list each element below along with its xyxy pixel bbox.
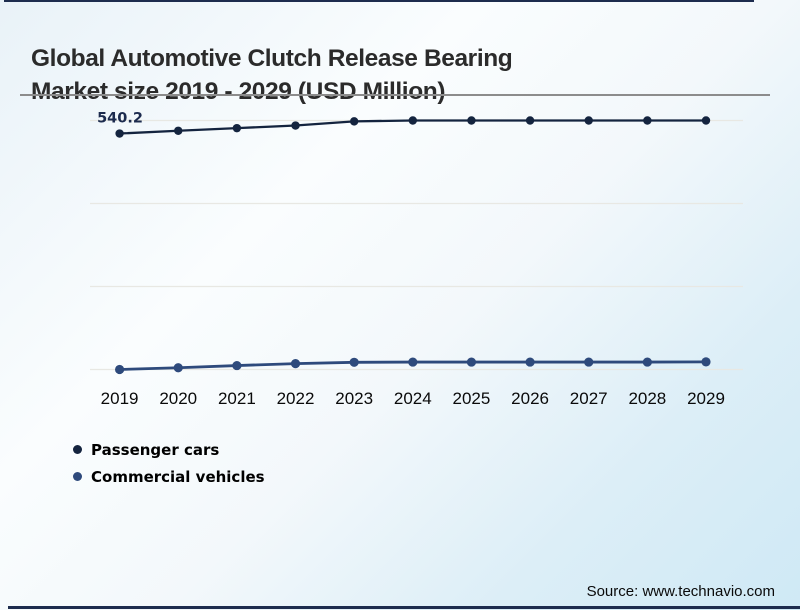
- page-title-line2: Market size 2019 - 2029 (USD Million): [31, 78, 446, 106]
- data-point: [349, 117, 359, 126]
- data-point: [173, 363, 183, 373]
- data-point: [642, 357, 652, 367]
- data-point: [408, 357, 418, 367]
- chart-legend: Passenger cars Commercial vehicles: [73, 436, 265, 490]
- top-border: [4, 0, 754, 2]
- legend-label: Commercial vehicles: [91, 467, 265, 486]
- data-point: [584, 116, 593, 125]
- data-point: [232, 360, 242, 371]
- x-axis-label: 2019: [101, 389, 139, 408]
- legend-label: Passenger cars: [91, 440, 220, 459]
- data-point: [525, 116, 535, 125]
- page-title: Global Automotive Clutch Release Bearing…: [31, 42, 731, 108]
- x-axis-label: 2025: [453, 389, 491, 408]
- x-axis-label: 2024: [394, 389, 432, 408]
- page-title-line1: Global Automotive Clutch Release Bearing: [31, 45, 513, 73]
- data-point: [643, 116, 652, 125]
- data-point: [466, 357, 477, 367]
- data-point: [467, 116, 476, 125]
- title-divider: [20, 94, 770, 96]
- x-axis-label: 2028: [628, 389, 666, 408]
- legend-item-passenger-cars: Passenger cars: [73, 436, 265, 463]
- x-axis-label: 2026: [511, 389, 549, 408]
- data-point: [290, 359, 301, 369]
- x-axis-label: 2020: [159, 389, 197, 408]
- series-color-dot-icon: [73, 472, 82, 481]
- data-point: [174, 126, 183, 135]
- x-axis-label: 2022: [277, 389, 315, 408]
- data-point: [115, 364, 125, 375]
- x-axis-label: 2029: [687, 389, 725, 408]
- data-point: [408, 116, 417, 125]
- x-axis-label: 2027: [570, 389, 608, 408]
- bottom-border: [8, 606, 800, 609]
- value-annotation: 540.2: [97, 111, 143, 127]
- source-credit: Source: www.technavio.com: [586, 583, 775, 600]
- legend-item-commercial-vehicles: Commercial vehicles: [73, 463, 265, 490]
- data-point: [701, 357, 711, 367]
- data-point: [525, 357, 535, 367]
- series-color-dot-icon: [73, 445, 82, 454]
- data-point: [349, 357, 359, 367]
- data-point: [232, 123, 242, 133]
- data-point: [115, 129, 124, 138]
- x-axis-label: 2021: [218, 389, 256, 408]
- x-axis-label: 2023: [335, 389, 373, 408]
- data-point: [584, 357, 594, 367]
- data-point: [291, 121, 300, 130]
- data-point: [701, 116, 711, 125]
